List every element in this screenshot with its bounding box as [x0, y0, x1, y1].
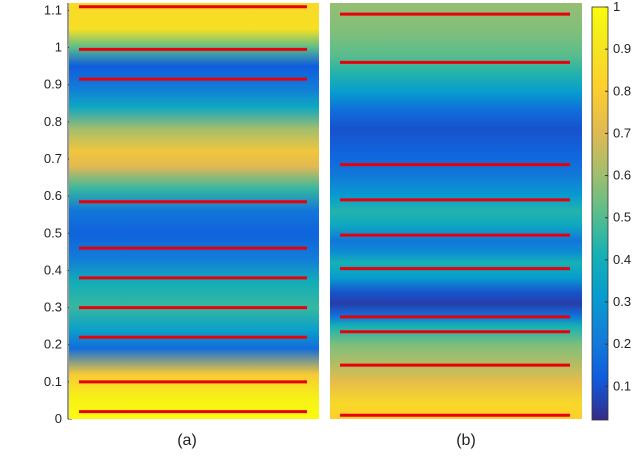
- y-tick-label: 0.4: [44, 262, 62, 277]
- y-tick-label: 0.5: [44, 225, 62, 240]
- colorbar-gradient: [591, 6, 609, 421]
- panel-b-label: (b): [456, 432, 476, 449]
- panel-a-heatmap: [69, 3, 319, 419]
- y-tick-label: 0.1: [44, 374, 62, 389]
- panel-b-red-lines: [340, 12, 570, 417]
- colorbar-tick-label: 0.4: [613, 252, 631, 267]
- y-axis: 0 0.1 0.2 0.3 0.4 0.5 0.6 0.7 0.8 0.9 1 1.1: [44, 2, 72, 426]
- colorbar-tick-label: 1: [613, 0, 620, 14]
- y-tick-label: 1.1: [44, 2, 62, 17]
- y-tick-label: 0: [55, 411, 62, 426]
- y-tick-label: 0.6: [44, 188, 62, 203]
- panel-a-label: (a): [177, 432, 197, 449]
- colorbar-tick-label: 0.7: [613, 125, 631, 140]
- colorbar-tick-label: 0.2: [613, 336, 631, 351]
- y-axis-ticks: 0 0.1 0.2 0.3 0.4 0.5 0.6 0.7 0.8 0.9 1 1.1: [44, 2, 72, 426]
- y-tick-label: 1: [55, 40, 62, 55]
- panel-a: (a): [69, 3, 319, 449]
- colorbar-tick-label: 0.8: [613, 83, 631, 98]
- colorbar: 0.1 0.2 0.3 0.4 0.5 0.6 0.7 0.8 0.9 1: [591, 0, 631, 421]
- y-tick-label: 0.9: [44, 77, 62, 92]
- y-tick-label: 0.7: [44, 151, 62, 166]
- colorbar-tick-label: 0.3: [613, 294, 631, 309]
- panel-b: (b): [330, 3, 582, 449]
- panel-b-heatmap: [330, 3, 582, 419]
- colorbar-tick-label: 0.6: [613, 168, 631, 183]
- colorbar-tick-label: 0.5: [613, 210, 631, 225]
- y-tick-label: 0.2: [44, 337, 62, 352]
- panel-a-red-lines: [79, 5, 307, 414]
- y-tick-label: 0.8: [44, 114, 62, 129]
- colorbar-tick-label: 0.9: [613, 41, 631, 56]
- colorbar-ticks: 0.1 0.2 0.3 0.4 0.5 0.6 0.7 0.8 0.9 1: [605, 0, 631, 393]
- colorbar-tick-label: 0.1: [613, 378, 631, 393]
- y-tick-label: 0.3: [44, 300, 62, 315]
